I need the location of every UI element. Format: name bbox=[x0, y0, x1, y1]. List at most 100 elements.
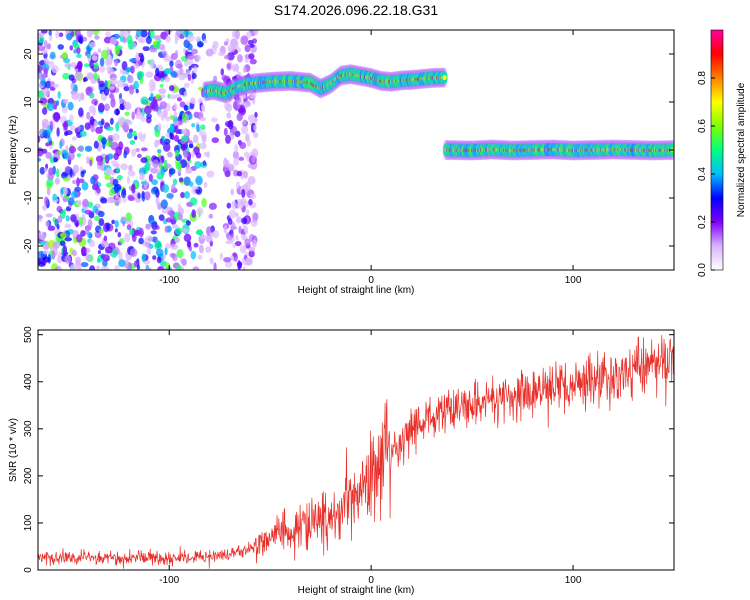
noise-point bbox=[144, 191, 151, 201]
noise-point bbox=[253, 30, 259, 36]
noise-point bbox=[209, 259, 214, 265]
noise-point bbox=[200, 104, 204, 111]
noise-point bbox=[181, 135, 189, 142]
noise-point bbox=[75, 221, 79, 228]
noise-point bbox=[47, 172, 54, 181]
noise-point bbox=[43, 40, 48, 49]
noise-point bbox=[127, 39, 135, 50]
noise-point bbox=[84, 122, 91, 130]
noise-point bbox=[175, 125, 179, 135]
noise-point bbox=[85, 255, 92, 261]
noise-scatter bbox=[38, 30, 259, 270]
noise-point bbox=[43, 256, 51, 263]
noise-point bbox=[82, 77, 87, 83]
noise-point bbox=[252, 132, 259, 138]
noise-point bbox=[176, 248, 184, 259]
noise-point bbox=[86, 111, 91, 120]
noise-point bbox=[103, 235, 108, 242]
noise-point bbox=[64, 150, 69, 160]
noise-point bbox=[88, 240, 96, 248]
noise-point bbox=[239, 141, 247, 150]
noise-point bbox=[193, 66, 198, 74]
noise-point bbox=[72, 179, 77, 185]
noise-point bbox=[69, 114, 74, 123]
noise-point bbox=[173, 102, 178, 110]
noise-point bbox=[127, 170, 136, 177]
noise-point bbox=[66, 32, 73, 41]
noise-point bbox=[152, 255, 157, 260]
noise-point bbox=[84, 51, 89, 56]
noise-point bbox=[249, 193, 257, 200]
spectrogram-y-ticks: -20 -10 0 10 20 bbox=[23, 48, 674, 253]
noise-point bbox=[97, 159, 103, 166]
spectrogram-y-tick-label: 0 bbox=[23, 147, 34, 153]
noise-point bbox=[97, 48, 102, 54]
noise-point bbox=[226, 112, 232, 119]
noise-point bbox=[149, 47, 158, 53]
noise-point bbox=[176, 264, 182, 270]
noise-point bbox=[165, 163, 172, 169]
spectrogram-x-ticks: -100 0 100 bbox=[159, 30, 582, 286]
noise-point bbox=[93, 62, 99, 70]
noise-point bbox=[79, 166, 83, 173]
snr-y-tick-label: 100 bbox=[23, 514, 34, 531]
noise-point bbox=[154, 240, 163, 251]
noise-point bbox=[164, 247, 168, 256]
spectrogram-y-tick-label: -10 bbox=[23, 190, 34, 205]
noise-point bbox=[180, 143, 187, 152]
noise-point bbox=[241, 217, 248, 224]
noise-point bbox=[114, 264, 120, 270]
noise-point bbox=[191, 122, 196, 128]
noise-point bbox=[110, 160, 119, 166]
noise-point bbox=[132, 130, 137, 137]
noise-point bbox=[158, 88, 167, 95]
noise-point bbox=[104, 246, 113, 254]
noise-point bbox=[211, 117, 218, 123]
noise-point bbox=[244, 181, 251, 191]
noise-point bbox=[64, 130, 73, 136]
noise-point bbox=[51, 250, 56, 260]
colorbar-tick-label: 0.2 bbox=[697, 215, 708, 229]
noise-point bbox=[165, 132, 171, 138]
noise-point bbox=[145, 241, 150, 248]
noise-point bbox=[57, 90, 61, 99]
spectrogram-y-tick-label: 10 bbox=[23, 96, 34, 108]
noise-point bbox=[247, 114, 256, 123]
noise-point bbox=[144, 105, 152, 115]
noise-point bbox=[140, 157, 148, 164]
noise-point bbox=[174, 36, 178, 45]
noise-point bbox=[146, 235, 153, 243]
noise-point bbox=[169, 94, 177, 100]
spectrogram-x-tick-label: 0 bbox=[368, 275, 374, 286]
noise-point bbox=[189, 197, 198, 206]
noise-point bbox=[70, 82, 74, 90]
noise-point bbox=[58, 32, 64, 37]
noise-point bbox=[65, 145, 69, 153]
noise-point bbox=[185, 167, 193, 174]
noise-point bbox=[227, 44, 236, 53]
noise-point bbox=[75, 256, 82, 265]
noise-point bbox=[56, 127, 60, 137]
noise-point bbox=[196, 229, 201, 234]
noise-point bbox=[74, 71, 83, 81]
noise-point bbox=[41, 107, 48, 115]
spectrogram-x-tick-label: 100 bbox=[565, 275, 582, 286]
noise-point bbox=[164, 30, 172, 34]
noise-point bbox=[145, 116, 152, 124]
noise-point bbox=[232, 101, 241, 110]
noise-point bbox=[106, 153, 114, 160]
noise-point bbox=[47, 225, 56, 231]
noise-point bbox=[118, 98, 124, 105]
noise-point bbox=[182, 149, 189, 158]
noise-point bbox=[44, 196, 49, 206]
noise-point bbox=[166, 192, 174, 199]
noise-point bbox=[171, 184, 176, 192]
snr-y-tick-label: 0 bbox=[23, 567, 34, 573]
noise-point bbox=[96, 258, 101, 264]
noise-point bbox=[252, 212, 259, 222]
noise-point bbox=[152, 186, 159, 193]
noise-point bbox=[155, 93, 162, 99]
noise-point bbox=[114, 228, 118, 233]
noise-point bbox=[100, 197, 108, 204]
